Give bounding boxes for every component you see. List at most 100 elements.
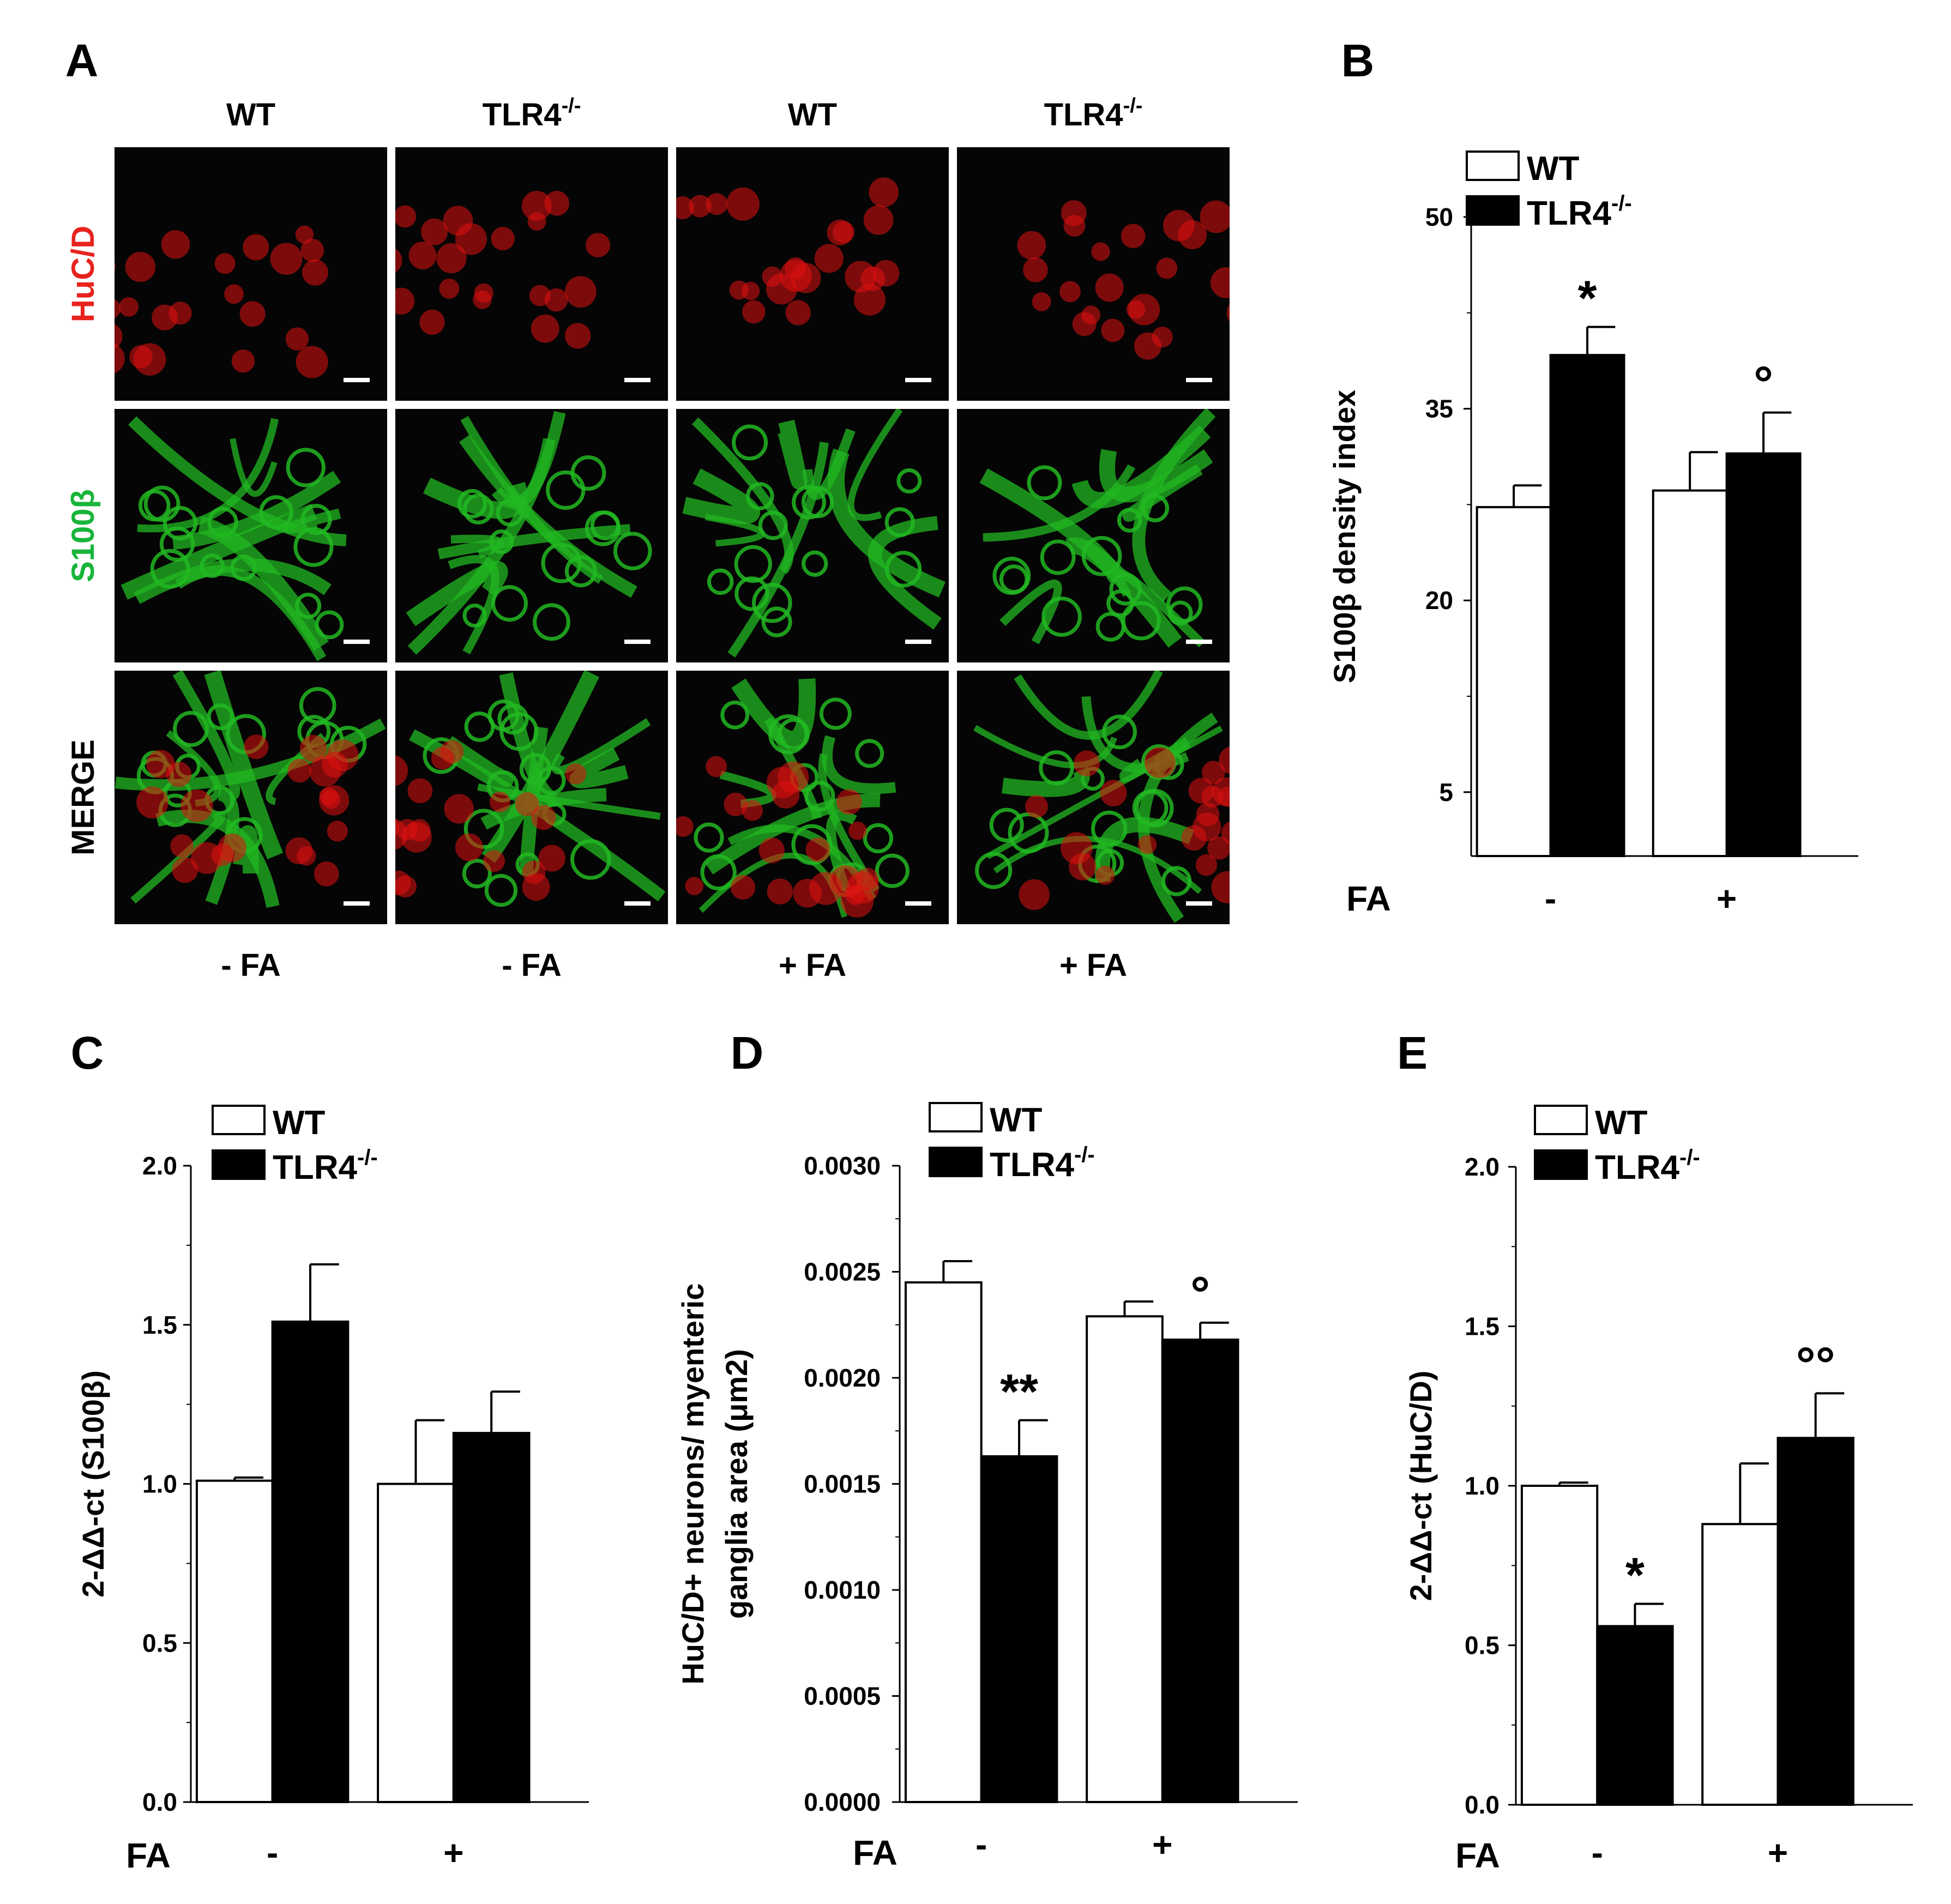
column-label: WT: [788, 97, 837, 132]
glia-strand: [983, 464, 1136, 542]
neuron-cell: [314, 861, 339, 887]
column-label: TLR4-/-: [1044, 94, 1143, 132]
neuron-cell: [1144, 747, 1176, 779]
y-tick-label: 0.0020: [804, 1364, 881, 1392]
glia-ring: [1039, 750, 1074, 786]
neuron-cell: [1226, 304, 1230, 322]
neuron-cell: [742, 800, 763, 821]
neuron-cell: [443, 206, 473, 236]
neuron-cell: [322, 751, 348, 778]
neuron-cell: [125, 251, 155, 282]
y-tick-label: 0.0: [1465, 1791, 1500, 1819]
significance-mark: **: [1000, 1365, 1038, 1419]
neuron-cell: [302, 259, 328, 286]
glia-ring: [462, 859, 492, 889]
scale-bar: [344, 640, 370, 644]
neuron-cell: [421, 218, 448, 245]
glia-ring: [489, 529, 514, 555]
neuron-cell: [1163, 209, 1195, 242]
micrograph-1-3: [957, 409, 1230, 662]
legend-swatch: [929, 1147, 983, 1177]
neuron-cell: [115, 344, 125, 373]
neuron-cell: [1218, 786, 1230, 807]
neuron-cell: [544, 191, 570, 216]
neuron-cell: [766, 767, 798, 798]
y-tick-label: 50: [1425, 203, 1453, 231]
y-tick-label: 0.0005: [804, 1682, 881, 1710]
neuron-cell: [136, 786, 168, 818]
panel-a-letter: A: [65, 35, 99, 86]
panel-letter: D: [731, 1027, 764, 1078]
glia-ring: [546, 470, 586, 510]
neuron-cell: [239, 301, 266, 327]
neuron-cell: [319, 785, 350, 816]
neuron-cell: [395, 755, 408, 786]
glia-ring: [1091, 810, 1128, 847]
y-tick-label: 0.5: [142, 1629, 177, 1657]
legend-label: WT: [1595, 1104, 1648, 1142]
legend-swatch: [212, 1149, 266, 1180]
significance-mark: *: [1577, 272, 1597, 326]
glia-ring: [173, 710, 209, 747]
glia-ring: [999, 564, 1029, 594]
glia-strand: [828, 448, 946, 598]
neuron-cell: [490, 791, 510, 812]
y-tick-label: 35: [1425, 395, 1453, 423]
y-tick-label: 2.0: [1465, 1153, 1500, 1181]
condition-label: - FA: [221, 948, 281, 983]
legend-swatch: [1534, 1149, 1588, 1180]
y-axis-title: ganglia area (μm2): [719, 1349, 754, 1619]
scale-bar: [905, 640, 931, 644]
neuron-cell: [758, 837, 785, 864]
glia-strand: [172, 671, 240, 802]
glia-ring: [159, 526, 195, 562]
glia-ring: [570, 839, 611, 880]
glia-ring: [989, 808, 1024, 842]
bar: [1777, 1437, 1854, 1806]
glia-ring: [315, 610, 344, 640]
x-axis-label: FA: [1346, 879, 1391, 918]
neuron-cell: [726, 187, 760, 221]
neuron-cell: [586, 233, 610, 257]
micrograph-2-0: [115, 671, 387, 924]
neuron-cell: [564, 323, 591, 349]
neuron-cell: [676, 816, 694, 837]
glia-strand: [437, 524, 631, 559]
glia-ring: [491, 585, 528, 622]
scale-bar: [624, 640, 651, 644]
micrograph-1-0: [115, 409, 387, 662]
bar: [1476, 506, 1552, 857]
bar: [904, 1281, 983, 1803]
glia-ring: [294, 593, 322, 619]
glia-ring: [884, 507, 915, 538]
chart-C: C 0.0 0.5 1.0 1.5 2.0 - + FA WT TLR4-/- 2-ΔΔ-ct (S1…: [71, 1027, 589, 1875]
y-axis-title: S100β density index: [1327, 390, 1362, 683]
panel-letter: C: [71, 1027, 104, 1078]
x-category-label: -: [1592, 1833, 1603, 1872]
glia-strand: [682, 468, 761, 524]
bar: [271, 1320, 350, 1804]
glia-ring: [855, 739, 884, 768]
neuron-cell: [1196, 803, 1220, 827]
y-axis-title: 2-ΔΔ-ct (S100β): [76, 1370, 110, 1598]
micrograph-1-2: [676, 409, 949, 662]
neuron-cell: [829, 865, 862, 897]
glia-ring: [230, 555, 257, 581]
glia-ring: [484, 873, 517, 907]
neuron-cell: [455, 833, 483, 861]
neuron-cell: [1025, 795, 1048, 818]
glia-ring: [1109, 573, 1142, 606]
neuron-cell: [224, 284, 244, 304]
x-category-label: -: [975, 1825, 987, 1864]
legend-label: TLR4-/-: [1595, 1146, 1700, 1186]
scale-bar: [905, 901, 931, 906]
neuron-cell: [180, 790, 213, 822]
neuron-cell: [1019, 879, 1050, 910]
neuron-cell: [166, 762, 191, 787]
significance-mark: °°: [1796, 1337, 1835, 1392]
glia-strand: [134, 558, 332, 604]
glia-ring: [758, 510, 788, 540]
neuron-cell: [1069, 853, 1097, 881]
glia-ring: [885, 551, 922, 588]
